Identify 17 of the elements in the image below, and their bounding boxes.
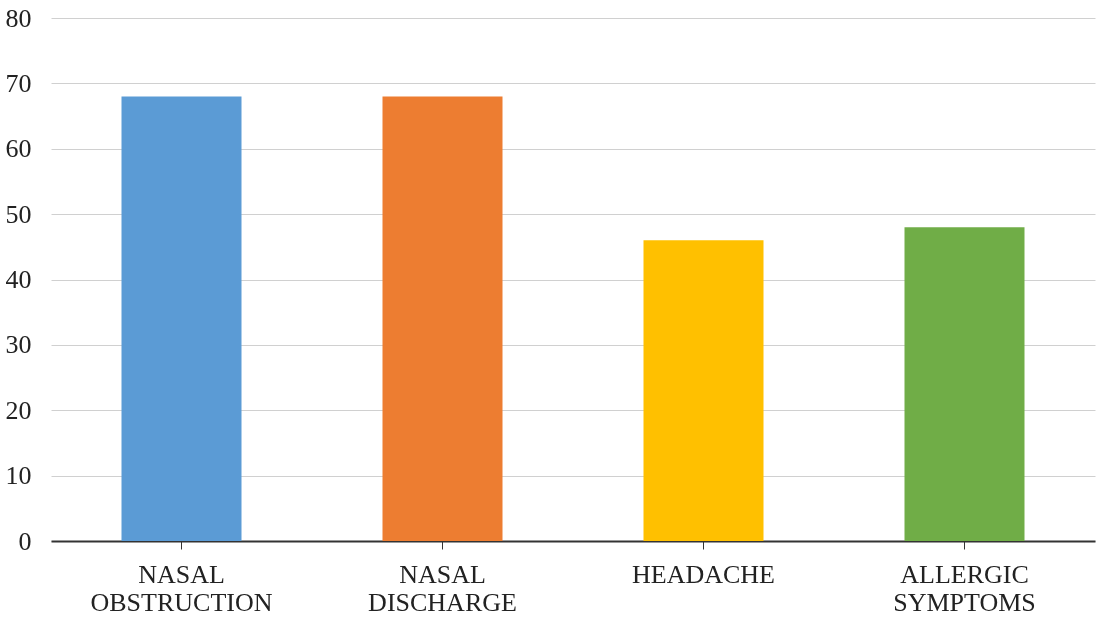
x-tick-label: HEADACHE <box>632 559 775 589</box>
bar <box>382 96 503 541</box>
y-tick-label: 80 <box>5 3 32 33</box>
x-tick-label: NASAL OBSTRUCTION <box>90 559 273 617</box>
bar <box>121 96 242 541</box>
y-tick-label: 60 <box>5 134 32 164</box>
y-tick-label: 0 <box>18 526 32 556</box>
y-tick-label: 10 <box>5 461 32 491</box>
y-tick-label: 70 <box>5 68 32 98</box>
y-tick-label: 30 <box>5 330 32 360</box>
bar <box>904 227 1025 541</box>
y-tick-label: 20 <box>5 395 32 425</box>
y-tick-label: 40 <box>5 265 32 294</box>
x-tick-label: NASAL DISCHARGE <box>368 559 517 617</box>
y-tick-label: 50 <box>5 199 32 229</box>
x-tick-label: ALLERGIC SYMPTOMS <box>893 559 1036 617</box>
bar <box>643 240 764 541</box>
